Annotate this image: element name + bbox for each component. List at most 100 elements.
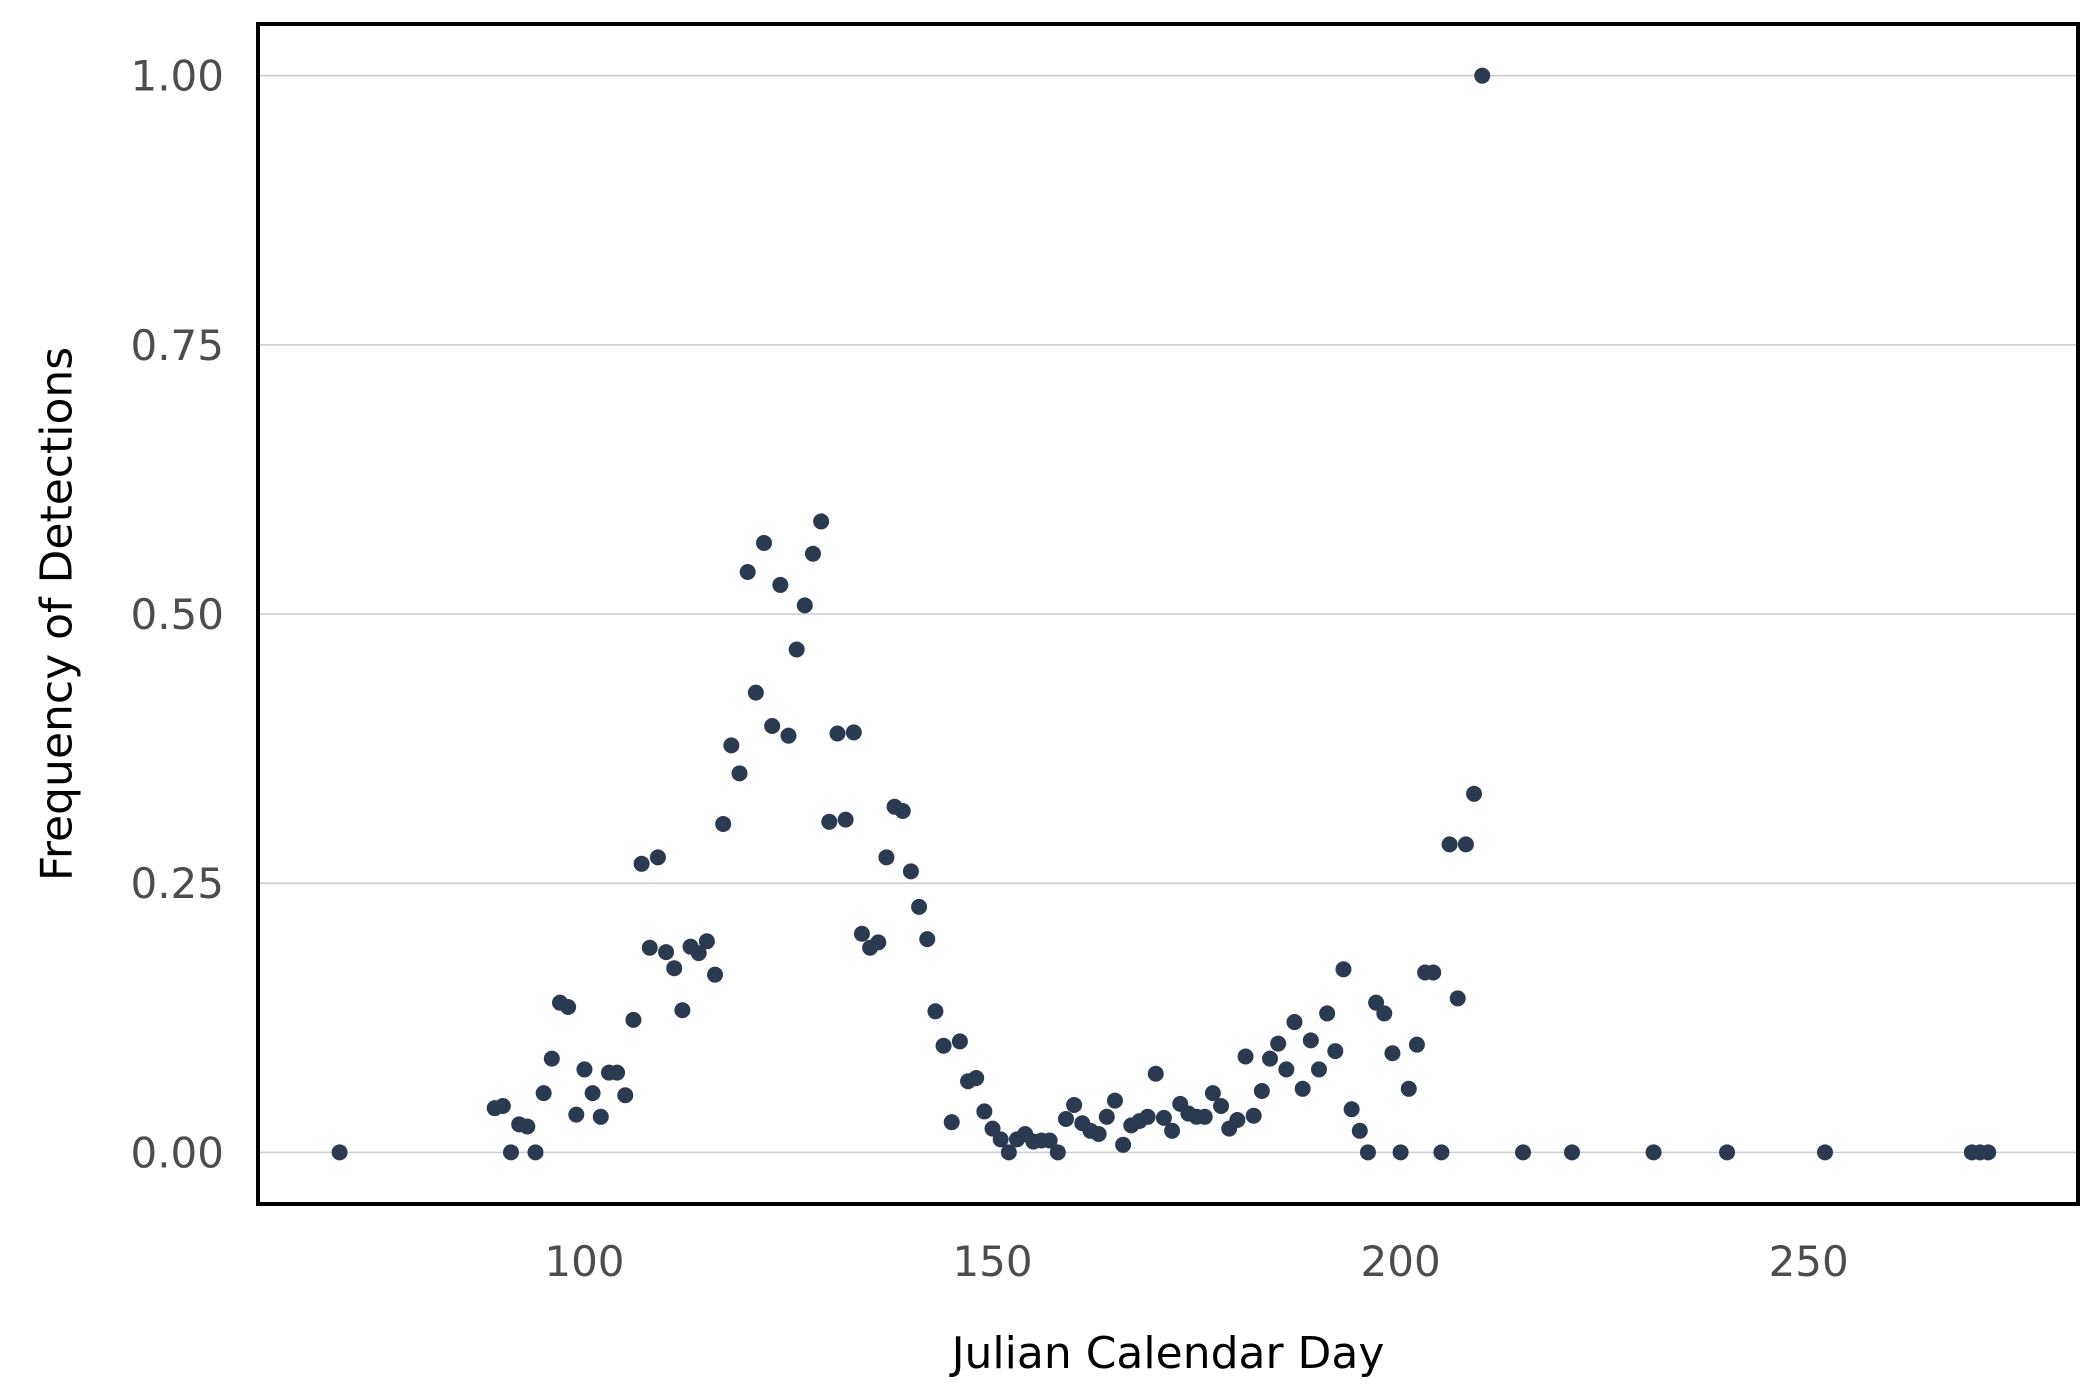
x-tick-label: 200 xyxy=(1361,1237,1441,1286)
data-point xyxy=(1441,836,1458,853)
data-point xyxy=(821,813,838,830)
data-point xyxy=(1213,1098,1230,1115)
data-point xyxy=(1139,1108,1156,1125)
data-point xyxy=(813,513,830,530)
y-tick-label: 0.25 xyxy=(130,859,224,908)
data-point xyxy=(1204,1085,1221,1102)
x-tick-label: 150 xyxy=(952,1237,1032,1286)
data-point xyxy=(715,815,732,832)
data-point xyxy=(1449,990,1466,1007)
data-point xyxy=(543,1050,560,1067)
data-point xyxy=(992,1131,1009,1148)
data-point xyxy=(723,737,740,754)
data-point xyxy=(837,811,854,828)
data-point xyxy=(609,1064,626,1081)
data-point xyxy=(617,1087,634,1104)
data-point xyxy=(1278,1061,1295,1078)
data-point xyxy=(1980,1144,1997,1161)
data-point xyxy=(1066,1096,1083,1113)
data-point xyxy=(584,1085,601,1102)
data-point xyxy=(796,597,813,614)
data-point xyxy=(1147,1065,1164,1082)
data-point xyxy=(1335,961,1352,978)
data-point xyxy=(1343,1101,1360,1118)
data-point xyxy=(935,1037,952,1054)
data-point xyxy=(1400,1080,1417,1097)
y-tick-label: 0.50 xyxy=(130,590,224,639)
data-point xyxy=(1563,1144,1580,1161)
data-point xyxy=(576,1061,593,1078)
y-tick-label: 0.75 xyxy=(130,321,224,370)
data-point xyxy=(845,724,862,741)
data-point xyxy=(1515,1144,1532,1161)
data-point xyxy=(829,725,846,742)
x-tick-label: 250 xyxy=(1769,1237,1849,1286)
data-point xyxy=(927,1003,944,1020)
data-point xyxy=(690,945,707,962)
data-point xyxy=(870,934,887,951)
data-point xyxy=(527,1144,544,1161)
data-point xyxy=(535,1085,552,1102)
data-point xyxy=(1245,1107,1262,1124)
data-point xyxy=(1466,785,1483,802)
data-point xyxy=(1049,1144,1066,1161)
data-point xyxy=(568,1106,585,1123)
data-point xyxy=(633,855,650,872)
y-axis-title: Frequency of Detections xyxy=(31,347,82,881)
data-point xyxy=(592,1108,609,1125)
data-point xyxy=(1000,1144,1017,1161)
data-point xyxy=(1645,1144,1662,1161)
data-point xyxy=(503,1144,520,1161)
x-axis-ticks: 100 150 200 250 xyxy=(544,1237,1848,1286)
x-tick-label: 100 xyxy=(544,1237,624,1286)
data-point xyxy=(780,727,797,744)
data-point xyxy=(1115,1136,1132,1153)
data-point xyxy=(641,939,658,956)
data-point xyxy=(658,944,675,961)
data-point xyxy=(943,1114,960,1131)
data-point xyxy=(707,966,724,983)
data-point xyxy=(1474,67,1491,84)
data-point xyxy=(894,803,911,820)
data-points xyxy=(331,67,1997,1161)
data-point xyxy=(1155,1109,1172,1126)
data-point xyxy=(1253,1082,1270,1099)
data-point xyxy=(1294,1080,1311,1097)
data-point xyxy=(519,1118,536,1135)
data-point xyxy=(1262,1050,1279,1067)
data-point xyxy=(1433,1144,1450,1161)
data-point xyxy=(1286,1014,1303,1031)
data-point xyxy=(1098,1108,1115,1125)
data-point xyxy=(772,576,789,593)
data-point xyxy=(1041,1132,1058,1149)
data-point xyxy=(1196,1108,1213,1125)
data-point xyxy=(731,765,748,782)
data-point xyxy=(1384,1045,1401,1062)
data-point xyxy=(1359,1144,1376,1161)
data-point xyxy=(911,898,928,915)
data-point xyxy=(1719,1144,1736,1161)
data-point xyxy=(1457,836,1474,853)
data-point xyxy=(968,1070,985,1087)
data-point xyxy=(853,925,870,942)
data-point xyxy=(698,933,715,950)
data-point xyxy=(1319,1005,1336,1022)
data-point xyxy=(764,717,781,734)
data-point xyxy=(331,1144,348,1161)
data-point xyxy=(674,1002,691,1019)
data-point xyxy=(747,684,764,701)
data-point xyxy=(1376,1005,1393,1022)
data-point xyxy=(1237,1048,1254,1065)
data-point xyxy=(560,998,577,1015)
data-point xyxy=(1090,1126,1107,1143)
data-point xyxy=(1164,1122,1181,1139)
data-point xyxy=(1057,1110,1074,1127)
data-point xyxy=(976,1103,993,1120)
gridlines xyxy=(258,74,2078,1154)
data-point xyxy=(1270,1035,1287,1052)
data-point xyxy=(666,960,683,977)
data-point xyxy=(1229,1112,1246,1129)
data-point xyxy=(804,545,821,562)
data-point xyxy=(494,1098,511,1115)
plot-panel-border xyxy=(256,22,2080,1206)
